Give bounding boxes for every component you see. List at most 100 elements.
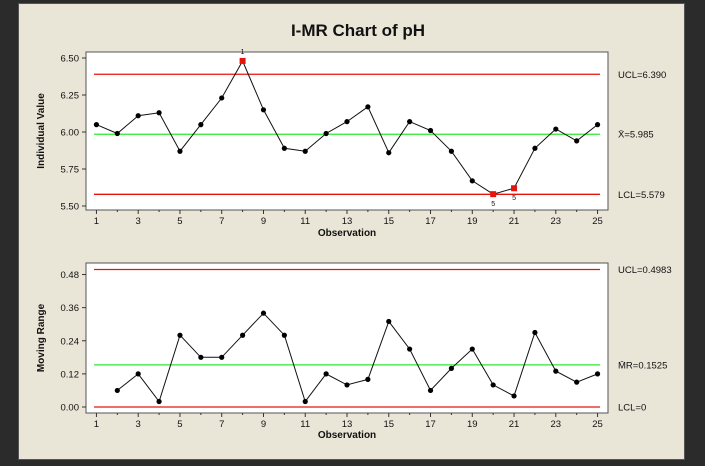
data-point bbox=[553, 368, 559, 374]
y-tick-label: 6.50 bbox=[61, 54, 80, 65]
out-of-control-point bbox=[490, 191, 497, 198]
x-tick-label: 13 bbox=[342, 419, 353, 430]
test-flag-label: 5 bbox=[491, 201, 495, 208]
individuals-plot-area bbox=[85, 51, 609, 211]
center-label: X̄=5.985 bbox=[618, 130, 654, 141]
x-tick-label: 3 bbox=[136, 419, 141, 430]
ucl-label: UCL=0.4983 bbox=[618, 265, 672, 276]
data-point bbox=[135, 371, 141, 377]
data-point bbox=[93, 122, 100, 128]
moving-range-panel: 0.000.120.240.360.481 3 5 7 9 11 13 15 17 19 21 23 2… bbox=[36, 262, 672, 441]
data-point bbox=[448, 365, 454, 371]
data-point bbox=[281, 332, 287, 338]
data-point bbox=[219, 354, 225, 360]
data-point bbox=[574, 379, 580, 385]
x-tick-label: 15 bbox=[383, 419, 394, 430]
y-tick-label: 6.00 bbox=[61, 128, 80, 139]
y-tick-label: 0.48 bbox=[61, 270, 80, 281]
data-point bbox=[532, 145, 538, 151]
data-point bbox=[553, 126, 559, 132]
data-point bbox=[114, 130, 120, 137]
x-tick-label: 19 bbox=[467, 216, 478, 227]
data-point bbox=[156, 398, 162, 405]
y-tick-label: 5.50 bbox=[61, 202, 80, 213]
data-point bbox=[240, 332, 246, 338]
data-point bbox=[135, 113, 141, 119]
chart-title: I-MR Chart of pH bbox=[291, 21, 425, 40]
data-point bbox=[365, 376, 371, 382]
data-point bbox=[490, 382, 496, 388]
data-point bbox=[219, 95, 225, 101]
data-point bbox=[594, 371, 601, 377]
data-point bbox=[448, 148, 454, 154]
data-point bbox=[386, 150, 392, 156]
data-point bbox=[427, 127, 434, 134]
data-point bbox=[156, 110, 162, 116]
data-point bbox=[574, 138, 580, 144]
x-tick-label: 7 bbox=[219, 419, 224, 430]
out-of-control-point bbox=[239, 57, 246, 64]
y-tick-label: 0.00 bbox=[61, 403, 80, 414]
data-point bbox=[407, 119, 413, 125]
x-tick-label: 25 bbox=[592, 419, 603, 430]
out-of-control-point bbox=[511, 185, 518, 192]
x-tick-label: 17 bbox=[425, 419, 436, 430]
data-point bbox=[344, 119, 350, 125]
data-point bbox=[177, 332, 183, 338]
y-axis-label: Individual Value bbox=[36, 93, 47, 169]
individuals-panel: 5.505.756.006.256.501 3 5 7 9 11 13 15 17 19 21 23 2… bbox=[36, 49, 666, 239]
data-point bbox=[323, 130, 329, 137]
x-axis-label: Observation bbox=[318, 430, 376, 441]
data-point bbox=[386, 318, 392, 325]
lcl-label: LCL=0 bbox=[618, 403, 646, 414]
y-tick-label: 0.12 bbox=[61, 369, 80, 380]
data-point bbox=[302, 148, 308, 154]
data-point bbox=[260, 107, 267, 113]
x-tick-label: 11 bbox=[300, 216, 310, 227]
moving-range-series-line bbox=[116, 312, 598, 403]
data-point bbox=[198, 122, 204, 128]
ucl-label: UCL=6.390 bbox=[618, 70, 666, 81]
y-tick-label: 6.25 bbox=[61, 91, 80, 102]
data-point bbox=[469, 178, 475, 184]
data-point bbox=[323, 371, 329, 377]
x-tick-label: 21 bbox=[509, 419, 520, 430]
data-point bbox=[281, 145, 287, 151]
data-point bbox=[260, 310, 267, 316]
x-tick-label: 15 bbox=[383, 216, 394, 227]
data-point bbox=[594, 122, 601, 128]
data-point bbox=[511, 393, 517, 399]
x-tick-label: 3 bbox=[136, 216, 141, 227]
data-point bbox=[427, 387, 434, 394]
data-point bbox=[344, 382, 350, 388]
data-point bbox=[469, 346, 475, 352]
lcl-label: LCL=5.579 bbox=[618, 190, 665, 201]
moving-range-plot-area bbox=[85, 262, 609, 414]
x-tick-label: 23 bbox=[551, 419, 562, 430]
x-tick-label: 21 bbox=[509, 216, 520, 227]
x-tick-label: 9 bbox=[261, 419, 266, 430]
x-tick-label: 9 bbox=[261, 216, 266, 227]
data-point bbox=[114, 387, 120, 394]
y-tick-label: 0.24 bbox=[61, 336, 80, 347]
data-point bbox=[177, 148, 183, 154]
y-axis-label: Moving Range bbox=[36, 303, 47, 372]
x-tick-label: 1 bbox=[94, 216, 99, 227]
y-tick-label: 5.75 bbox=[61, 165, 80, 176]
data-point bbox=[532, 329, 538, 336]
x-tick-label: 13 bbox=[342, 216, 353, 227]
x-tick-label: 7 bbox=[219, 216, 224, 227]
x-tick-label: 17 bbox=[425, 216, 436, 227]
x-tick-label: 25 bbox=[592, 216, 603, 227]
x-tick-label: 5 bbox=[177, 216, 182, 227]
test-flag-label: 5 bbox=[512, 195, 516, 202]
x-axis-label: Observation bbox=[318, 228, 376, 239]
data-point bbox=[365, 104, 371, 110]
data-point bbox=[198, 354, 204, 360]
data-point bbox=[302, 398, 308, 405]
y-tick-label: 0.36 bbox=[61, 303, 80, 314]
x-tick-label: 19 bbox=[467, 419, 478, 430]
x-tick-label: 1 bbox=[94, 419, 99, 430]
x-tick-label: 23 bbox=[551, 216, 562, 227]
